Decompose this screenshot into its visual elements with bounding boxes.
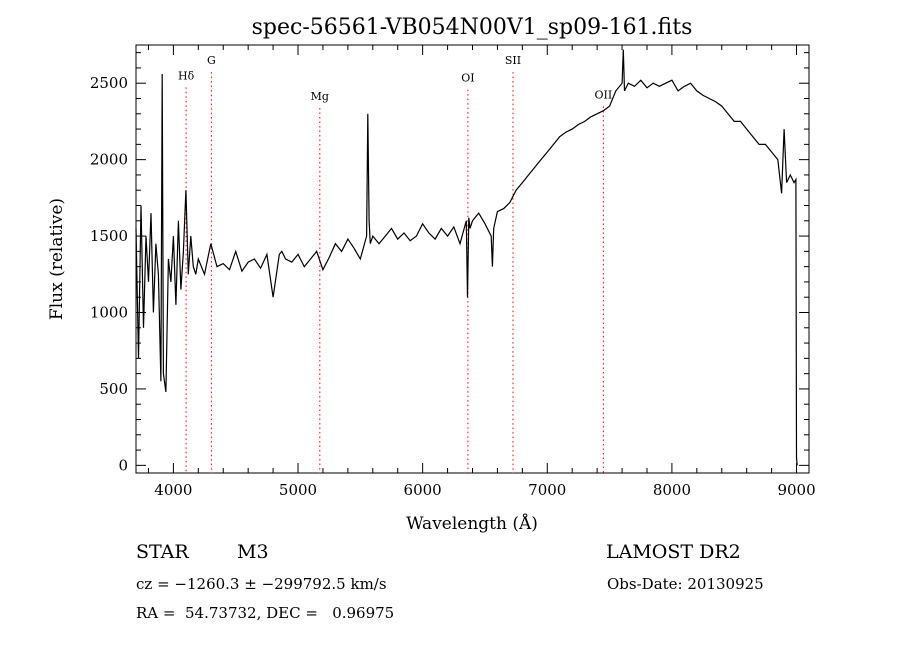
y-axis-label: Flux (relative) <box>47 198 67 320</box>
y-tick-label: 1500 <box>90 227 128 245</box>
spectrum-series-line <box>135 49 798 466</box>
line-marker-label: Mg <box>311 90 329 103</box>
line-marker-label: Hδ <box>178 69 195 82</box>
plot-frame <box>135 44 810 474</box>
x-tick-label: 4000 <box>154 481 192 499</box>
subclass-label: M3 <box>237 541 269 563</box>
y-tick-label: 500 <box>99 380 128 398</box>
y-tick-label: 1000 <box>90 304 128 322</box>
line-marker-label: SII <box>505 54 521 67</box>
class-label: STAR <box>136 541 189 563</box>
x-tick-label: 8000 <box>653 481 691 499</box>
x-tick-label: 9000 <box>777 481 815 499</box>
line-markers: Hδ G Mg OI SII OII <box>178 54 612 473</box>
x-tick-label: 7000 <box>528 481 566 499</box>
line-marker-label: OI <box>461 72 474 85</box>
y-tick-label: 0 <box>118 456 128 474</box>
x-axis-label: Wavelength (Å) <box>406 513 538 534</box>
obs-date-text: Obs-Date: 20130925 <box>607 575 764 593</box>
line-marker-label: OII <box>595 89 613 102</box>
y-tick-label: 2500 <box>90 74 128 92</box>
x-tick-label: 5000 <box>279 481 317 499</box>
survey-label: LAMOST DR2 <box>606 541 741 563</box>
chart-title: spec-56561-VB054N00V1_sp09-161.fits <box>252 15 693 40</box>
y-tick-label: 2000 <box>90 151 128 169</box>
redshift-text: cz = −1260.3 ± −299792.5 km/s <box>136 575 387 593</box>
axis-ticks: 4000 5000 6000 7000 8000 9000 0 500 1000 1500 2000… <box>90 45 816 499</box>
x-tick-label: 6000 <box>404 481 442 499</box>
coordinates-text: RA = 54.73732, DEC = 0.96975 <box>136 604 395 622</box>
line-marker-label: G <box>207 54 216 67</box>
